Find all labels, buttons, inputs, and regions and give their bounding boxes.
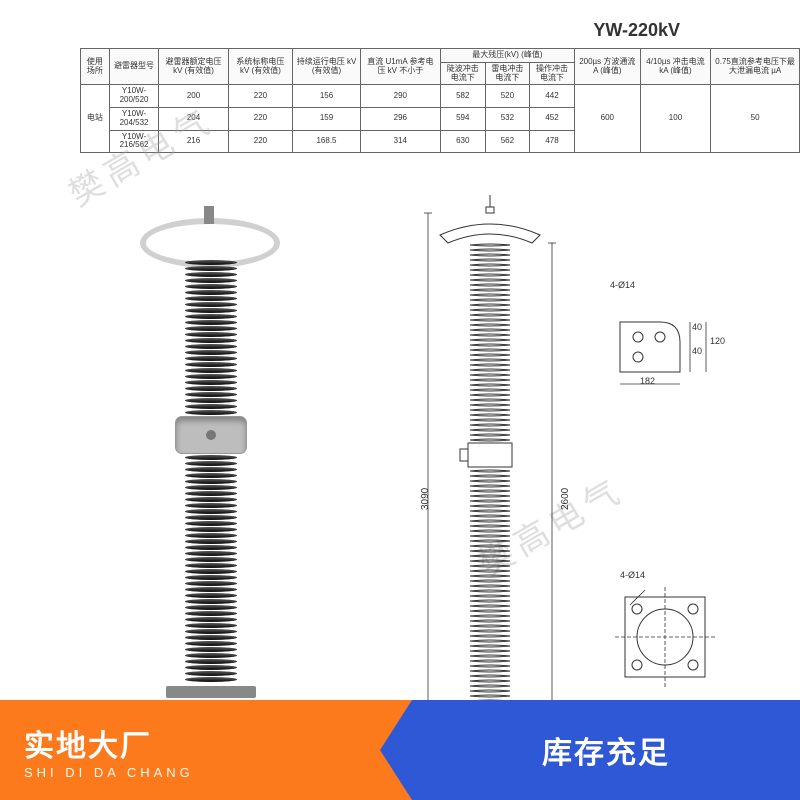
promo-banner: 实地大厂 SHI DI DA CHANG 库存充足 bbox=[0, 700, 800, 800]
disc-stack-top bbox=[185, 260, 237, 698]
cell: 600 bbox=[574, 85, 640, 153]
hdr-imp: 4/10µs 冲击电流 kA (峰值) bbox=[640, 49, 710, 85]
cell: 168.5 bbox=[293, 130, 361, 153]
cell: 290 bbox=[360, 85, 440, 108]
hdr-rated: 避雷器额定电压 kV (有效值) bbox=[159, 49, 228, 85]
product-photo bbox=[60, 190, 360, 750]
table-body: 电站 Y10W-200/520 200 220 156 290 582 520 … bbox=[81, 85, 800, 153]
cell: 220 bbox=[228, 130, 293, 153]
table-row: 电站 Y10W-200/520 200 220 156 290 582 520 … bbox=[81, 85, 800, 108]
hdr-use: 使用场所 bbox=[81, 49, 110, 85]
base-detail-label: 4-Ø14 bbox=[620, 570, 730, 580]
detail-label: 4-Ø14 bbox=[610, 280, 730, 290]
base-detail-svg bbox=[610, 582, 730, 692]
terminal-detail: 4-Ø14 40 40 120 182 bbox=[610, 280, 730, 392]
hdr-sq: 200µs 方波通流 A (峰值) bbox=[574, 49, 640, 85]
banner-left: 实地大厂 SHI DI DA CHANG bbox=[0, 700, 412, 800]
cell: 159 bbox=[293, 107, 361, 130]
hdr-dcref: 直流 U1mA 参考电压 kV 不小于 bbox=[360, 49, 440, 85]
banner-right: 库存充足 bbox=[412, 700, 800, 800]
hdr-model: 避雷器型号 bbox=[109, 49, 159, 85]
hdr-leak: 0.75直流参考电压下最大泄漏电流 µA bbox=[711, 49, 800, 85]
cell-model: Y10W-200/520 bbox=[109, 85, 159, 108]
spec-table: 使用场所 避雷器型号 避雷器额定电压 kV (有效值) 系统标称电压 kV (有… bbox=[80, 48, 800, 153]
dim-120: 120 bbox=[710, 336, 725, 346]
cell: 314 bbox=[360, 130, 440, 153]
sub-steep: 陡波冲击电流下 bbox=[440, 62, 485, 85]
cell: 532 bbox=[485, 107, 530, 130]
cell: 562 bbox=[485, 130, 530, 153]
hdr-sysv: 系统标称电压 kV (有效值) bbox=[228, 49, 293, 85]
sub-light: 雷电冲击电流下 bbox=[485, 62, 530, 85]
cell: 200 bbox=[159, 85, 228, 108]
dim-40a: 40 bbox=[692, 322, 702, 332]
cell: 220 bbox=[228, 85, 293, 108]
cell: 582 bbox=[440, 85, 485, 108]
cell-model: Y10W-216/562 bbox=[109, 130, 159, 153]
cell-model: Y10W-204/532 bbox=[109, 107, 159, 130]
cell: 100 bbox=[640, 85, 710, 153]
sub-op: 操作冲击电流下 bbox=[530, 62, 575, 85]
cell: 156 bbox=[293, 85, 361, 108]
cell: 478 bbox=[530, 130, 575, 153]
cell-use: 电站 bbox=[81, 85, 110, 153]
cell: 216 bbox=[159, 130, 228, 153]
cell: 204 bbox=[159, 107, 228, 130]
banner-right-big: 库存充足 bbox=[542, 728, 670, 772]
cell: 452 bbox=[530, 107, 575, 130]
cell: 630 bbox=[440, 130, 485, 153]
header-row-1: 使用场所 避雷器型号 避雷器额定电压 kV (有效值) 系统标称电压 kV (有… bbox=[81, 49, 800, 63]
dim-40b: 40 bbox=[692, 346, 702, 356]
dim-overall: 3090 bbox=[420, 488, 431, 510]
datasheet-page: YW-220kV 使用场所 避雷器型号 避雷器额定电压 kV (有效值) 系统标… bbox=[0, 0, 800, 800]
banner-left-small: SHI DI DA CHANG bbox=[24, 765, 412, 780]
schematic-svg bbox=[410, 190, 570, 740]
cell: 296 bbox=[360, 107, 440, 130]
product-title: YW-220kV bbox=[593, 20, 680, 41]
cell: 520 bbox=[485, 85, 530, 108]
cell: 442 bbox=[530, 85, 575, 108]
base-detail: 4-Ø14 bbox=[610, 570, 730, 692]
cell: 50 bbox=[711, 85, 800, 153]
banner-left-big: 实地大厂 bbox=[24, 721, 412, 765]
hdr-resid: 最大残压(kV) (峰值) bbox=[440, 49, 574, 63]
hdr-contv: 持续运行电压 kV (有效值) bbox=[293, 49, 361, 85]
cell: 594 bbox=[440, 107, 485, 130]
dim-182: 182 bbox=[640, 376, 655, 386]
dim-inner: 2600 bbox=[560, 488, 571, 510]
cell: 220 bbox=[228, 107, 293, 130]
schematic-drawing: 3090 2600 4-Ø14 40 40 120 182 4-Ø14 bbox=[410, 190, 760, 750]
